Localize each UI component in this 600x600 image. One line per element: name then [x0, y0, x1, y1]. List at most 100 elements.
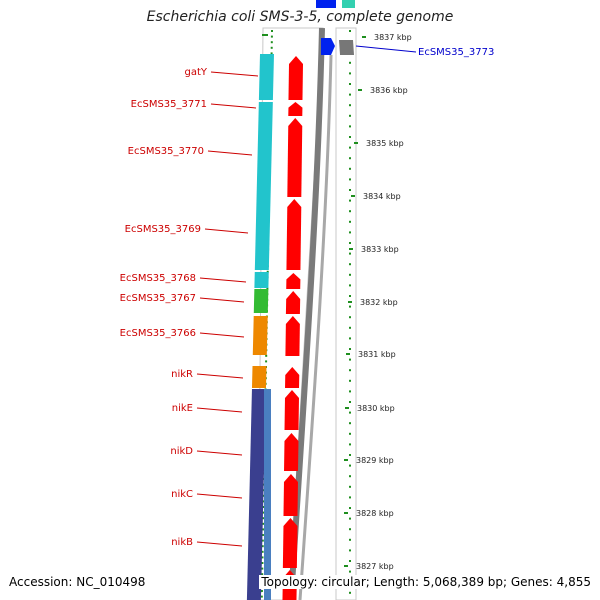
kbp-tick [351, 195, 355, 197]
left-rail-dot [262, 500, 265, 503]
kbp-tick [358, 89, 362, 91]
right-rail-dot [349, 337, 351, 340]
gene-label: EcSMS35_3771 [131, 99, 207, 110]
right-rail-dot [349, 284, 351, 287]
right-rail-dot [349, 305, 351, 308]
gene-feature-block [258, 54, 274, 100]
right-track-band [335, 27, 357, 600]
right-rail-dot [349, 379, 351, 382]
left-rail-dot [262, 483, 265, 486]
cds-arrow [282, 518, 298, 568]
kbp-tick [344, 512, 348, 514]
cds-arrow [285, 367, 300, 388]
gene-feature-block [251, 366, 267, 388]
right-rail-dot [349, 136, 351, 138]
right-rail-dot [349, 242, 351, 244]
feature-block-teal-top [342, 0, 355, 8]
gene-label: nikD [170, 446, 193, 457]
gene-label: nikE [172, 403, 193, 414]
kbp-label: 3836 kbp [370, 86, 408, 95]
gene-label: nikC [171, 489, 193, 500]
right-rail-dot [349, 72, 351, 75]
kbp-label: 3827 kbp [356, 562, 394, 571]
right-rail-dot [349, 167, 351, 170]
left-rail-dot [262, 522, 265, 525]
right-rail-dot [349, 422, 351, 425]
right-rail-dot [349, 93, 351, 96]
left-rail-dot [261, 539, 264, 542]
cds-arrow [285, 291, 301, 314]
left-rail-dot [265, 354, 268, 357]
gene-label-leader [207, 150, 253, 156]
gene-feature-block [254, 272, 269, 288]
gene-label: EcSMS35_3768 [120, 273, 196, 284]
kbp-label: 3828 kbp [356, 509, 394, 518]
cds-arrows [282, 56, 303, 600]
left-rail-dot [261, 562, 264, 564]
gene-label-leader [196, 407, 243, 413]
right-rail-dot [349, 157, 351, 160]
kbp-label: 3830 kbp [357, 404, 395, 413]
left-rail-dot [260, 595, 263, 598]
left-rail-dot [261, 573, 264, 576]
gene-label-leader [196, 541, 243, 547]
right-rail-dot [349, 538, 351, 541]
gene-label: gatY [184, 67, 207, 78]
right-rail-dot [349, 316, 351, 319]
cds-arrow [287, 118, 303, 197]
right-rail-dot [349, 411, 351, 414]
cds-arrow [286, 273, 301, 289]
gene-label-leader [199, 297, 245, 303]
left-feature-blocks [246, 54, 274, 600]
right-rail-dot [349, 348, 351, 350]
gene-label-leader [210, 103, 257, 109]
kbp-label: 3837 kbp [374, 33, 412, 42]
right-rail-dot [349, 475, 351, 478]
left-rail-dot [262, 489, 265, 492]
cds-arrow [288, 56, 303, 100]
genome-title: Escherichia coli SMS-3-5, complete genom… [146, 9, 454, 25]
gene-label-leader [199, 332, 245, 338]
right-rail-dot [349, 549, 351, 552]
cds-arrow [288, 102, 303, 116]
left-gene-labels: gatY EcSMS35_3771 EcSMS35_3770 EcSMS35_3769… [120, 67, 259, 548]
kbp-tick [346, 353, 350, 355]
right-rail-dot [349, 125, 351, 128]
gene-feature-block [246, 389, 266, 600]
right-rail-dot [349, 517, 351, 520]
left-rail-dot [270, 52, 273, 55]
left-rail-dot [261, 556, 264, 559]
right-rail-dot [349, 295, 351, 297]
kbp-label: 3829 kbp [356, 456, 394, 465]
right-rail-dot [349, 199, 351, 202]
gene-feature-block [254, 102, 273, 270]
right-rail-dot [349, 432, 351, 435]
kbp-tick [354, 142, 358, 144]
right-rail-dot [349, 189, 351, 191]
left-rail-dot [270, 46, 273, 49]
gene-label-leader [355, 45, 417, 53]
kbp-label: 3831 kbp [358, 350, 396, 359]
right-rail-dot [349, 358, 351, 361]
left-rail-dot [262, 511, 265, 514]
accession-text: Accession: NC_010498 [9, 575, 146, 589]
cds-arrow [285, 316, 300, 356]
left-rail-dot [261, 545, 264, 548]
feature-arrow-blue [321, 38, 335, 55]
gene-label: EcSMS35_3769 [125, 224, 201, 235]
kbp-label: 3833 kbp [361, 245, 399, 254]
right-gene-labels: EcSMS35_3773 [355, 45, 494, 58]
gene-label: EcSMS35_3773 [418, 47, 494, 58]
kbp-tick [345, 407, 349, 409]
right-rail-dot [349, 401, 351, 403]
cds-arrow [283, 474, 298, 516]
right-rail-dot [349, 485, 351, 488]
left-rail-dot [262, 478, 265, 480]
gene-label-leader [196, 493, 243, 499]
right-rail-dot [349, 30, 351, 32]
left-rail-dot [270, 35, 273, 38]
kbp-tick [362, 36, 366, 38]
left-rail-dot [261, 534, 264, 536]
kbp-tick [348, 301, 352, 303]
